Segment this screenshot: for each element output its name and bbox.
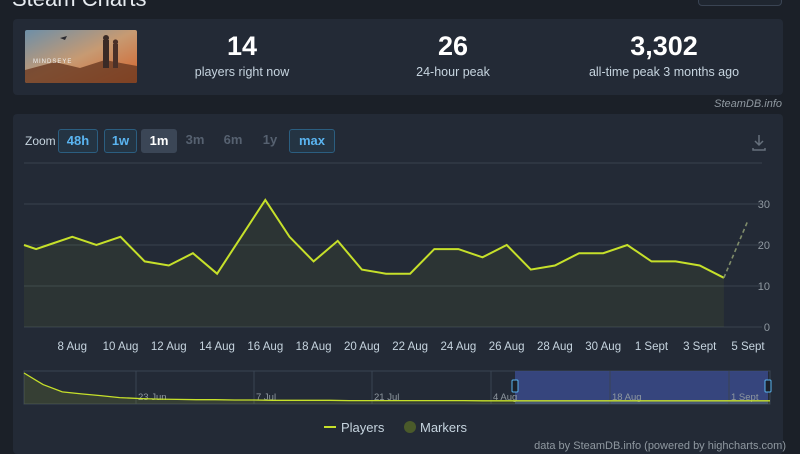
players-projection-line [723, 220, 749, 279]
legend: Players Markers [324, 420, 467, 435]
stat-value: 26 [437, 31, 469, 61]
navigator-tick-label: 1 Sept [731, 392, 759, 403]
navigator-handle [764, 379, 772, 393]
x-tick-label: 30 Aug [585, 341, 621, 353]
x-tick-label: 24 Aug [440, 341, 476, 353]
x-axis: 8 Aug 10 Aug 12 Aug 14 Aug 16 Aug 18 Aug 20 Au… [58, 341, 766, 353]
navigator-line [23, 372, 770, 402]
navigator-tick-label: 21 Jul [374, 392, 399, 403]
top-right-button[interactable] [698, 0, 782, 6]
stat-label: all-time peak 3 months ago [588, 65, 740, 79]
navigator-tick-label: 7 Jul [256, 392, 276, 403]
y-tick-label: 30 [758, 199, 770, 211]
grid-lines [24, 162, 762, 328]
zoom-button-3m[interactable]: 3m [185, 132, 205, 147]
y-tick-label: 10 [758, 281, 770, 293]
navigator-tick-label: 4 Aug [493, 392, 517, 403]
stat-current-players: 14 players right now [142, 31, 342, 79]
zoom-button-1y[interactable]: 1y [262, 132, 278, 147]
stats-panel: MINDSEYE 14 players right now 26 24-hour… [13, 19, 783, 95]
zoom-button-1m[interactable]: 1m [141, 129, 177, 153]
download-icon[interactable] [751, 134, 767, 157]
x-tick-label: 3 Sept [683, 341, 717, 353]
x-tick-label: 10 Aug [103, 341, 139, 353]
x-tick-label: 22 Aug [392, 341, 428, 353]
x-tick-label: 18 Aug [296, 341, 332, 353]
x-tick-label: 12 Aug [151, 341, 187, 353]
navigator: 23 Jun 7 Jul 21 Jul 4 Aug 18 Aug 1 Sept [23, 370, 772, 405]
x-tick-label: 16 Aug [247, 341, 283, 353]
legend-players-label: Players [341, 420, 385, 435]
stat-all-time-peak: 3,302 all-time peak 3 months ago [564, 31, 764, 79]
navigator-tick-label: 23 Jun [138, 392, 167, 403]
x-tick-label: 14 Aug [199, 341, 235, 353]
zoom-button-48h[interactable]: 48h [58, 129, 98, 153]
stat-value: 3,302 [630, 31, 698, 61]
game-thumbnail[interactable]: MINDSEYE [25, 30, 137, 83]
players-line [23, 198, 725, 279]
x-tick-label: 1 Sept [635, 341, 669, 353]
stat-24h-peak: 26 24-hour peak [353, 31, 553, 79]
steamdb-credit[interactable]: SteamDB.info [714, 98, 782, 110]
stat-label: 24-hour peak [416, 65, 490, 79]
navigator-handle [511, 379, 519, 393]
zoom-button-6m[interactable]: 6m [223, 132, 243, 147]
legend-markers-label: Markers [420, 420, 467, 435]
y-tick-label: 20 [758, 240, 770, 252]
navigator-tick-label: 18 Aug [612, 392, 642, 403]
y-axis: 0 10 20 30 [758, 199, 770, 334]
y-tick-label: 0 [764, 322, 770, 334]
stat-value: 14 [226, 31, 258, 61]
x-tick-label: 8 Aug [58, 341, 87, 353]
x-tick-label: 5 Sept [731, 341, 765, 353]
page-title: Steam Charts [12, 0, 147, 12]
stat-label: players right now [194, 65, 290, 79]
legend-markers-swatch [404, 421, 416, 433]
players-area [24, 199, 724, 327]
game-logo-text: MINDSEYE [33, 59, 72, 65]
zoom-button-1w[interactable]: 1w [104, 129, 137, 153]
x-tick-label: 28 Aug [537, 341, 573, 353]
zoom-label: Zoom [25, 134, 56, 148]
navigator-selection [515, 371, 768, 404]
x-tick-label: 26 Aug [489, 341, 525, 353]
zoom-button-max[interactable]: max [289, 129, 335, 153]
x-tick-label: 20 Aug [344, 341, 380, 353]
data-credit[interactable]: data by SteamDB.info (powered by highcha… [534, 440, 786, 452]
